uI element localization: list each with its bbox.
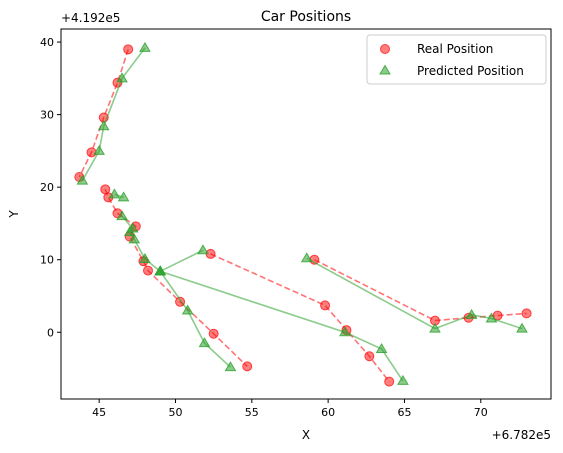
- y-tick-label: 10: [40, 254, 54, 267]
- data-point-real: [364, 351, 375, 362]
- data-point-predicted: [339, 326, 351, 337]
- data-point-predicted: [139, 252, 151, 263]
- series-line: [314, 258, 527, 322]
- data-point-predicted: [429, 322, 441, 333]
- x-tick-label: 50: [168, 406, 182, 419]
- data-point-predicted: [123, 226, 136, 237]
- data-point-real: [143, 265, 154, 276]
- data-point-predicted: [397, 374, 409, 385]
- y-tick-label: 0: [47, 326, 54, 339]
- y-offset-label: +4.192e5: [61, 11, 120, 25]
- data-point-predicted: [300, 252, 313, 263]
- x-tick-label: 70: [474, 406, 488, 419]
- series-predicted-position: [76, 41, 528, 385]
- data-point-real: [521, 308, 532, 319]
- y-tick-label: 30: [40, 109, 54, 122]
- legend: Real Position Predicted Position: [366, 34, 547, 85]
- legend-box: [366, 34, 547, 85]
- data-point-predicted: [116, 210, 128, 221]
- x-tick-label: 65: [397, 406, 411, 419]
- chart-title: Car Positions: [261, 9, 351, 25]
- y-tick-label: 40: [40, 36, 54, 49]
- data-point-predicted: [485, 312, 498, 323]
- series-line: [81, 47, 146, 181]
- data-point-predicted: [375, 342, 388, 353]
- x-axis: 45 50 55 60 65 70: [92, 399, 488, 419]
- data-point-real: [123, 44, 134, 55]
- x-axis-label: X: [302, 428, 310, 442]
- data-point-predicted: [197, 244, 209, 255]
- series-line: [159, 270, 404, 382]
- data-point-real: [320, 300, 331, 311]
- data-point-predicted: [181, 304, 194, 315]
- data-point-predicted: [198, 337, 211, 348]
- data-point-predicted: [154, 265, 167, 276]
- data-point-real: [86, 147, 97, 158]
- y-tick-label: 20: [40, 181, 54, 194]
- series-line: [121, 215, 231, 368]
- x-tick-label: 55: [245, 406, 259, 419]
- x-tick-label: 60: [321, 406, 335, 419]
- data-point-predicted: [516, 322, 528, 333]
- x-offset-label: +6.782e5: [492, 428, 551, 442]
- data-point-predicted: [97, 120, 110, 131]
- data-point-predicted: [117, 191, 130, 202]
- data-point-predicted: [139, 41, 151, 52]
- data-point-predicted: [465, 308, 478, 319]
- data-point-predicted: [76, 174, 89, 185]
- data-point-predicted: [128, 233, 141, 244]
- data-point-real: [242, 361, 253, 372]
- plot-frame: [60, 28, 552, 400]
- y-axis: 0 10 20 30 40: [40, 36, 61, 339]
- plot-layer: [74, 41, 532, 387]
- series-real-position: [74, 44, 532, 387]
- data-point-real: [384, 376, 395, 387]
- data-point-predicted: [93, 144, 106, 155]
- legend-marker-predicted: [379, 64, 391, 75]
- legend-marker-real: [380, 44, 390, 54]
- x-tick-label: 45: [92, 406, 106, 419]
- series-line: [104, 189, 248, 367]
- data-point-predicted: [116, 72, 128, 83]
- data-point-real: [208, 328, 219, 339]
- legend-label-real: Real Position: [417, 42, 493, 56]
- data-point-predicted: [108, 188, 121, 199]
- series-line: [159, 249, 204, 273]
- legend-label-predicted: Predicted Position: [417, 64, 524, 78]
- data-point-predicted: [224, 361, 237, 372]
- y-axis-label: Y: [7, 210, 21, 219]
